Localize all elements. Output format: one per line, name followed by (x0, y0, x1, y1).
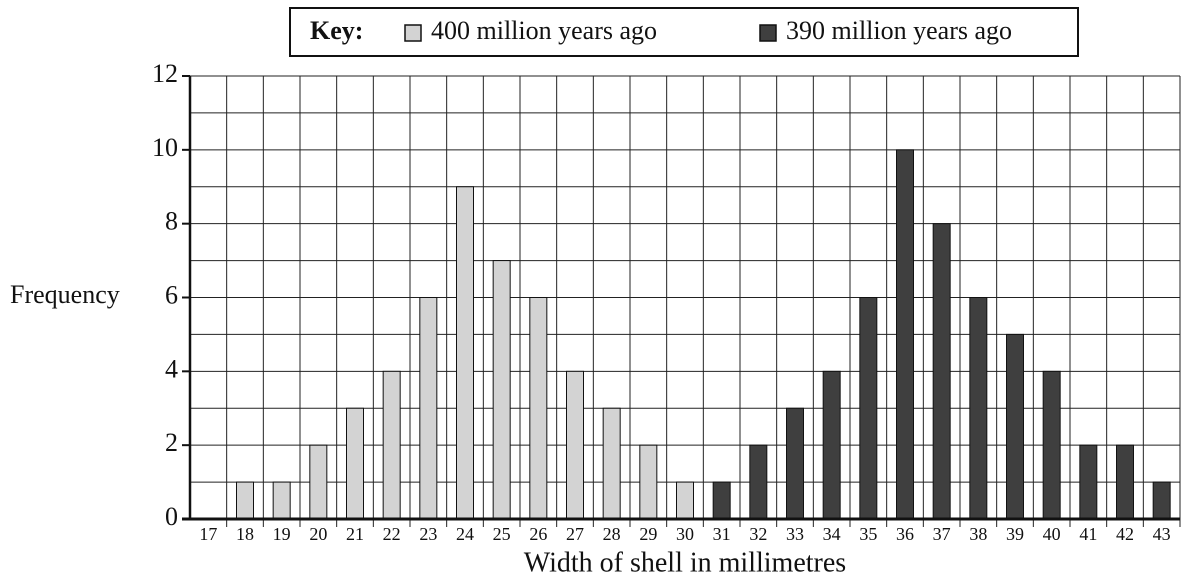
x-tick-label: 24 (456, 524, 474, 544)
x-tick-label: 18 (236, 524, 254, 544)
x-tick-label: 42 (1116, 524, 1134, 544)
bar (529, 297, 548, 520)
bar (456, 186, 474, 520)
bar (272, 481, 291, 520)
bar (309, 444, 328, 520)
x-tick-label: 19 (273, 524, 291, 544)
bar (822, 370, 841, 520)
bar (419, 297, 438, 520)
y-tick-label: 0 (165, 502, 178, 531)
bar (676, 481, 694, 520)
bar (896, 149, 914, 520)
y-tick-label: 10 (152, 133, 178, 162)
y-tick-label: 8 (165, 207, 178, 236)
bar (859, 297, 878, 520)
x-tick-label: 22 (383, 524, 401, 544)
x-tick-label: 38 (969, 524, 987, 544)
x-tick-label: 34 (823, 524, 841, 544)
x-tick-label: 23 (419, 524, 437, 544)
y-tick-label: 6 (165, 280, 178, 309)
bar (492, 260, 511, 520)
bar (1152, 481, 1171, 520)
legend-swatch (759, 24, 777, 42)
bar (749, 444, 768, 520)
bar (1042, 370, 1061, 520)
bar (639, 444, 658, 520)
bar (786, 407, 804, 520)
x-tick-label: 21 (346, 524, 364, 544)
bar (1006, 333, 1024, 520)
y-tick-label: 4 (165, 354, 178, 383)
x-tick-label: 28 (603, 524, 621, 544)
x-tick-label: 29 (639, 524, 657, 544)
x-tick-label: 30 (676, 524, 694, 544)
x-tick-label: 41 (1079, 524, 1097, 544)
y-tick-label: 2 (165, 428, 178, 457)
x-tick-label: 43 (1153, 524, 1171, 544)
x-tick-label: 39 (1006, 524, 1024, 544)
bar (236, 481, 254, 520)
x-tick-label: 20 (309, 524, 327, 544)
x-tick-label: 33 (786, 524, 804, 544)
legend-label: 400 million years ago (431, 16, 657, 45)
x-tick-label: 31 (713, 524, 731, 544)
bar (566, 370, 584, 520)
x-tick-label: 40 (1043, 524, 1061, 544)
x-tick-label: 36 (896, 524, 914, 544)
bar (602, 407, 621, 520)
bar (1079, 444, 1098, 520)
x-tick-label: 25 (493, 524, 511, 544)
bar (1116, 444, 1134, 520)
legend-swatch (404, 24, 422, 42)
x-tick-label: 35 (859, 524, 877, 544)
x-tick-label: 27 (566, 524, 584, 544)
x-tick-label: 26 (529, 524, 547, 544)
x-tick-label: 37 (933, 524, 951, 544)
bar (932, 223, 951, 520)
x-axis-label: Width of shell in millimetres (524, 547, 846, 578)
bar (712, 481, 731, 520)
legend-title: Key: (310, 16, 363, 45)
bar (382, 370, 401, 520)
bar (346, 407, 364, 520)
x-tick-label: 32 (749, 524, 767, 544)
bar (969, 297, 988, 520)
legend-label: 390 million years ago (786, 16, 1012, 45)
x-tick-label: 17 (199, 524, 217, 544)
y-axis-label: Frequency (10, 280, 120, 309)
y-tick-label: 12 (152, 59, 178, 88)
